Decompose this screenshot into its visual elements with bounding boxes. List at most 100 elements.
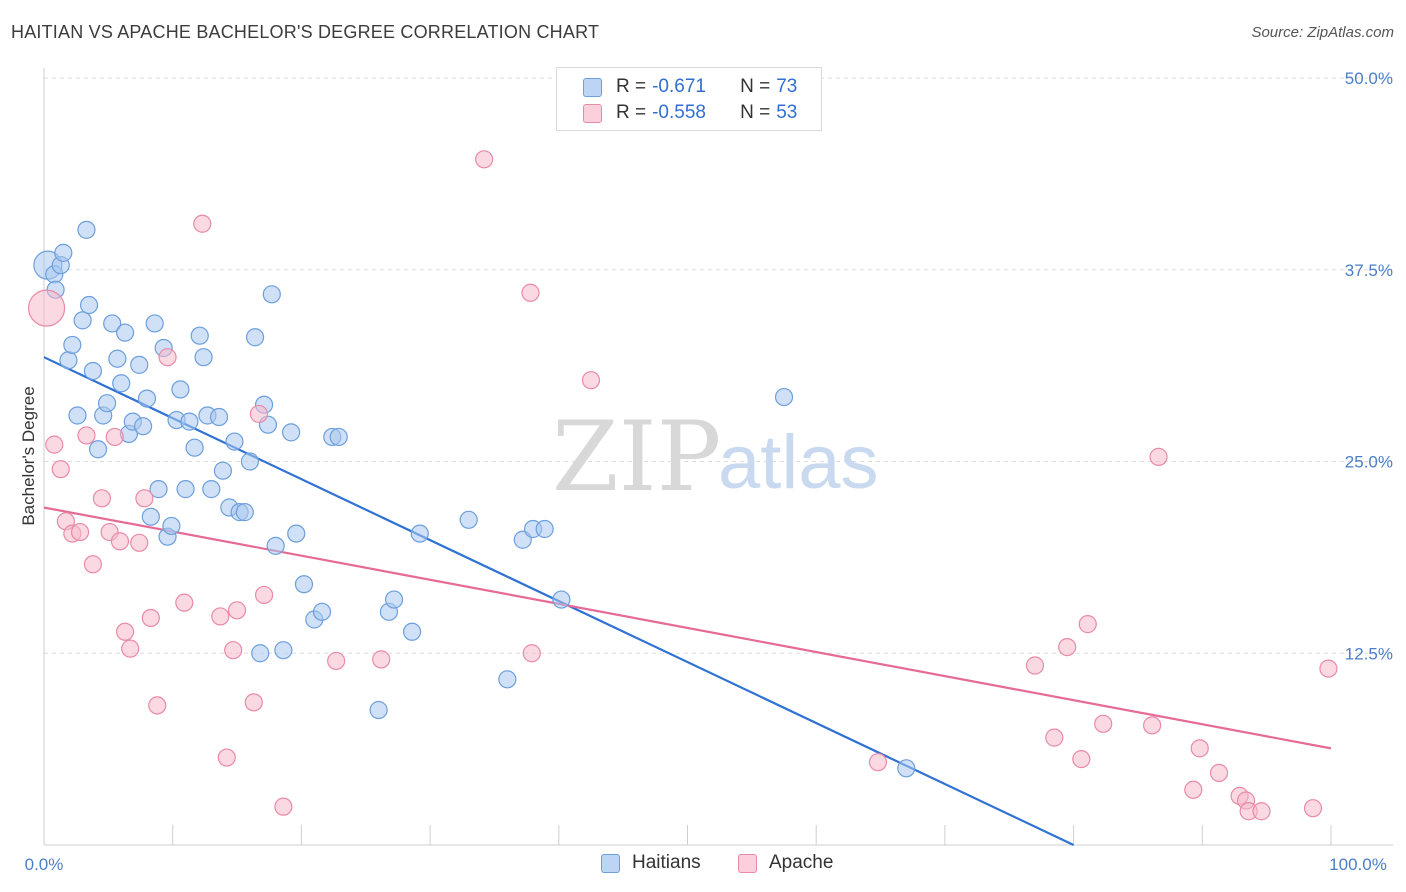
axes — [43, 68, 1393, 846]
haitian-point — [535, 519, 554, 539]
haitian-point — [245, 328, 265, 347]
apache-point — [274, 797, 293, 816]
apache-point — [141, 608, 160, 628]
apache-point — [1184, 780, 1203, 799]
apache-point — [327, 651, 346, 671]
apache-point — [581, 371, 601, 390]
apache-point — [135, 489, 154, 508]
haitian-point — [115, 323, 135, 342]
y-tick-label: 50.0% — [1345, 69, 1393, 88]
apache-point — [1045, 728, 1064, 747]
apache-point — [372, 650, 391, 669]
haitian-point — [180, 412, 199, 431]
legend-n-label: N = — [740, 102, 771, 123]
apache-point — [1319, 659, 1338, 678]
legend-item-haitians[interactable]: Haitians — [601, 852, 701, 874]
haitian-point — [79, 295, 99, 315]
apache-point — [868, 753, 888, 772]
haitian-point — [410, 524, 429, 543]
haitian-point — [130, 355, 149, 374]
apache-point — [1058, 638, 1077, 657]
apache-point — [1190, 739, 1209, 758]
legend-n-label: N = — [740, 76, 771, 97]
apache-point — [1078, 615, 1097, 634]
legend-r-label: R = — [616, 76, 647, 97]
correlation-legend: R = -0.671 N = 73 R = -0.558 N = 53 — [556, 67, 822, 131]
apache-point — [1143, 716, 1162, 735]
legend-row-haitians: R = -0.671 N = 73 — [583, 74, 797, 100]
apache-point — [105, 427, 124, 447]
apache-point — [521, 283, 540, 302]
legend-n-value: 73 — [776, 76, 798, 97]
apache-point — [115, 622, 135, 641]
haitian-point — [185, 438, 204, 457]
x-tick-label: 0.0% — [25, 855, 64, 874]
haitian-point — [312, 602, 332, 621]
apache-point — [51, 460, 70, 479]
haitian-point — [83, 361, 103, 381]
apache-point — [1303, 799, 1323, 818]
apache-point — [475, 150, 494, 169]
watermark-atlas: atlas — [718, 420, 879, 505]
apache-swatch — [583, 103, 602, 123]
haitian-point — [77, 220, 96, 239]
haitian-point — [171, 380, 190, 399]
haitian-point — [329, 427, 348, 447]
apache-point — [77, 426, 96, 445]
haitian-point — [459, 510, 478, 529]
haitian-point — [498, 670, 517, 689]
haitian-point — [266, 536, 285, 555]
apache-point — [175, 593, 194, 612]
legend-r-value: -0.671 — [652, 76, 706, 97]
legend-item-apache[interactable]: Apache — [738, 852, 833, 874]
haitian-point — [137, 389, 157, 408]
apache-point — [92, 489, 112, 508]
haitian-point — [251, 644, 270, 663]
apache-point — [83, 555, 103, 574]
apache-point — [522, 644, 541, 663]
haitian-point — [897, 759, 916, 778]
apache-trend-line — [43, 506, 1332, 750]
haitian-point — [209, 407, 229, 427]
apache-point — [110, 532, 130, 551]
haitian-point — [194, 348, 213, 367]
haitian-point — [190, 326, 209, 345]
haitian-point — [384, 590, 404, 609]
haitian-point — [287, 524, 306, 543]
apache-point — [254, 585, 274, 605]
haitians-swatch — [601, 853, 620, 873]
apache-point — [148, 696, 167, 715]
legend-row-apache: R = -0.558 N = 53 — [583, 100, 797, 126]
chart-title: HAITIAN VS APACHE BACHELOR'S DEGREE CORR… — [11, 22, 600, 42]
haitians-swatch — [583, 77, 602, 97]
haitian-point — [141, 507, 160, 526]
haitian-point — [213, 461, 232, 480]
legend-label-haitians: Haitians — [632, 852, 701, 873]
haitian-point — [145, 314, 164, 333]
haitian-point — [774, 387, 794, 407]
series-legend: Haitians Apache — [0, 852, 1406, 878]
haitian-point — [108, 349, 127, 368]
legend-r-label: R = — [616, 102, 647, 123]
apache-point — [1149, 447, 1168, 466]
haitian-point — [274, 641, 293, 660]
apache-swatch — [738, 853, 757, 873]
legend-r-value: -0.558 — [652, 102, 706, 123]
haitian-point — [97, 394, 117, 413]
y-axis-label: Bachelor's Degree — [19, 386, 38, 525]
apache-point — [27, 289, 66, 327]
haitian-point — [402, 622, 422, 641]
y-tick-label: 37.5% — [1345, 261, 1393, 280]
haitian-point — [68, 406, 87, 425]
legend-n-value: 53 — [776, 102, 798, 123]
haitian-point — [54, 243, 73, 262]
apache-point — [130, 533, 149, 552]
apache-point — [70, 522, 90, 542]
haitian-point — [133, 417, 153, 436]
haitian-point — [202, 480, 221, 499]
data-points — [27, 150, 1338, 821]
y-tick-label: 12.5% — [1345, 644, 1393, 663]
source-label: Source: ZipAtlas.com — [1251, 24, 1394, 41]
apache-point — [217, 748, 236, 767]
